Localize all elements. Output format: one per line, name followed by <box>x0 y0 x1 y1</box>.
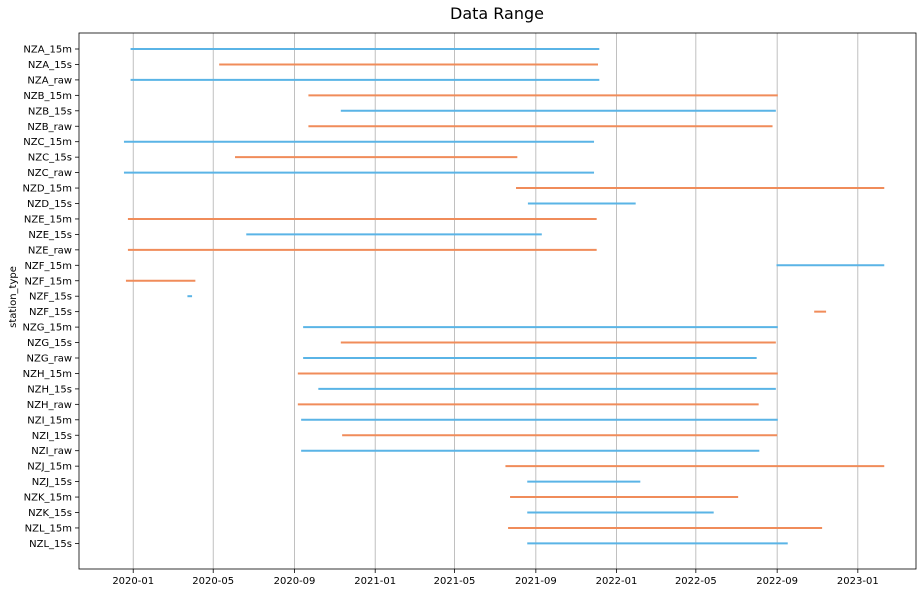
y-tick-label: NZL_15s <box>29 539 72 550</box>
x-tick-label: 2020-01 <box>112 576 154 587</box>
y-tick-label: NZB_15m <box>23 91 72 102</box>
y-axis: NZA_15m NZA_15s NZA_raw NZB_15m NZB_15s NZB_r… <box>22 45 79 550</box>
y-tick-label: NZK_15m <box>24 493 72 504</box>
x-axis: 2020-01 2020-05 2020-09 2021-01 2021-05 2021-… <box>112 569 879 587</box>
y-tick-label: NZI_15s <box>32 431 72 442</box>
x-tick-label: 2020-09 <box>274 576 316 587</box>
x-tick-label: 2022-01 <box>596 576 638 587</box>
x-tick-label: 2021-05 <box>434 576 476 587</box>
y-tick-label: NZB_15s <box>28 106 72 117</box>
x-tick-label: 2022-05 <box>675 576 717 587</box>
x-tick-label: 2021-09 <box>515 576 557 587</box>
y-tick-label: NZE_raw <box>28 245 72 256</box>
x-tick-label: 2020-05 <box>192 576 234 587</box>
y-tick-label: NZA_15m <box>23 45 72 56</box>
y-tick-label: NZA_raw <box>27 75 72 86</box>
y-tick-label: NZL_15m <box>25 523 72 534</box>
y-tick-label: NZH_raw <box>27 400 72 411</box>
y-tick-label: NZK_15s <box>28 508 72 519</box>
y-tick-label: NZC_15s <box>28 153 72 164</box>
x-tick-label: 2021-01 <box>354 576 396 587</box>
plot-area <box>78 32 917 570</box>
chart-title: Data Range <box>450 4 544 23</box>
y-tick-label: NZI_raw <box>31 446 72 457</box>
y-tick-label: NZF_15s <box>29 292 72 303</box>
y-tick-label: NZC_15m <box>23 137 72 148</box>
y-tick-label: NZD_15s <box>27 199 72 210</box>
y-tick-label: NZC_raw <box>27 168 72 179</box>
y-tick-label: NZF_15s <box>29 307 72 318</box>
y-tick-label: NZI_15m <box>27 415 72 426</box>
y-axis-label: station_type <box>8 266 19 328</box>
series-segments <box>123 48 885 545</box>
y-tick-label: NZJ_15s <box>32 477 72 488</box>
y-tick-label: NZJ_15m <box>27 462 72 473</box>
y-tick-label: NZF_15m <box>24 276 72 287</box>
y-tick-label: NZG_15s <box>27 338 72 349</box>
y-tick-label: NZH_15m <box>23 369 72 380</box>
y-tick-label: NZE_15s <box>28 230 72 241</box>
y-tick-label: NZB_raw <box>27 122 72 133</box>
y-tick-label: NZD_15m <box>23 184 73 195</box>
y-tick-label: NZA_15s <box>28 60 72 71</box>
x-tick-label: 2022-09 <box>756 576 798 587</box>
y-tick-label: NZG_raw <box>27 354 73 365</box>
y-tick-label: NZH_15s <box>27 384 72 395</box>
x-tick-label: 2023-01 <box>837 576 879 587</box>
y-tick-label: NZF_15m <box>24 261 72 272</box>
y-tick-label: NZG_15m <box>22 323 72 334</box>
y-tick-label: NZE_15m <box>24 214 72 225</box>
gridlines <box>132 33 859 569</box>
